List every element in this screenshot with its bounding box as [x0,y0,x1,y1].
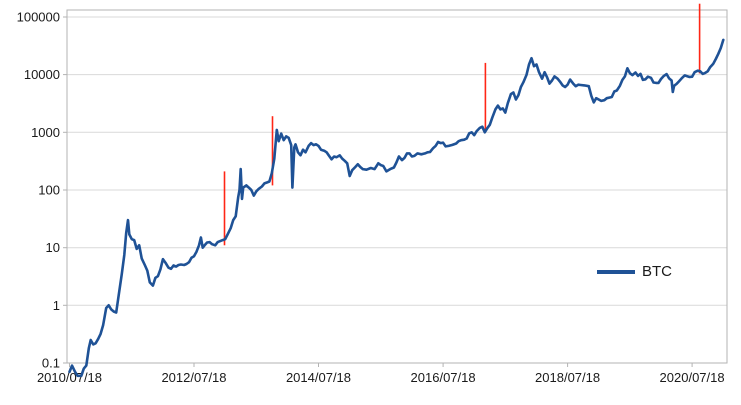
y-tick-label: 100 [38,183,60,198]
x-tick-label: 2014/07/18 [286,370,351,385]
y-tick-label: 10 [46,240,60,255]
y-tick-label: 10000 [24,67,60,82]
x-tick-label: 2018/07/18 [535,370,600,385]
y-tick-label: 1000 [31,125,60,140]
legend-label: BTC [642,263,672,280]
x-tick-label: 2010/07/18 [37,370,102,385]
x-tick-label: 2012/07/18 [161,370,226,385]
y-tick-label: 0.1 [42,356,60,371]
plot-border [66,9,728,364]
y-tick-label: 100000 [17,10,60,25]
btc-series-line [68,38,725,378]
legend-line-sample [597,270,635,274]
x-tick-label: 2016/07/18 [411,370,476,385]
y-tick-label: 1 [53,298,60,313]
x-tick-label: 2020/07/18 [660,370,725,385]
chart-legend: BTC [597,264,672,280]
